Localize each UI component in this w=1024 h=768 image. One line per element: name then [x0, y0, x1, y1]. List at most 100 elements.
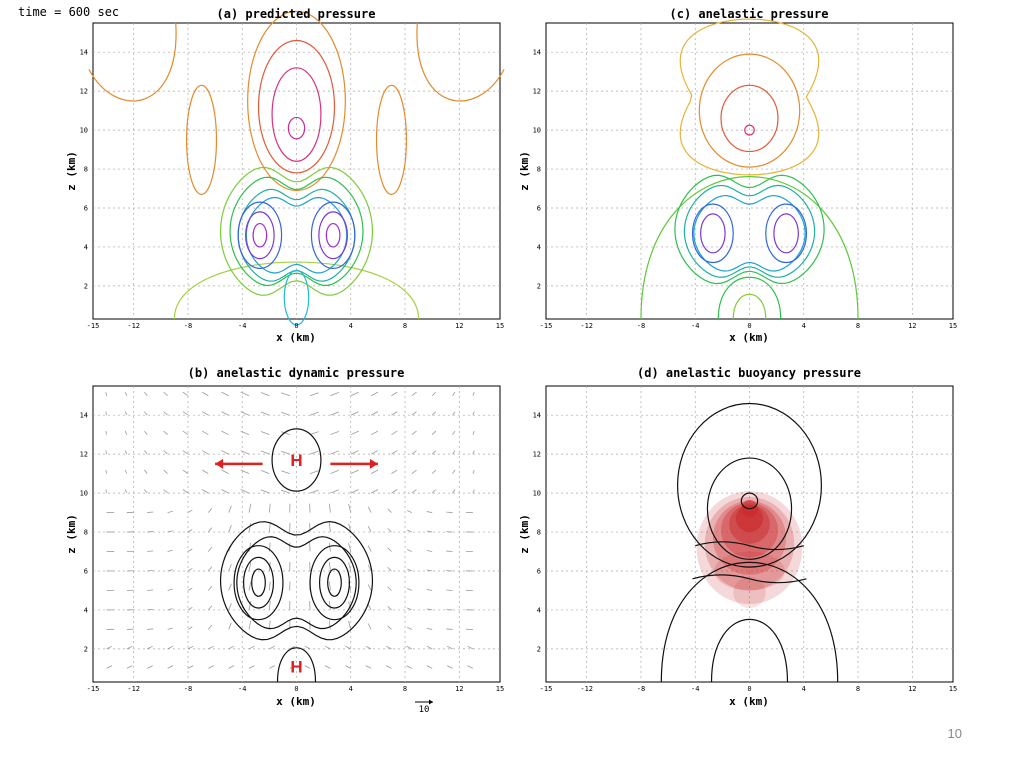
contour-line — [773, 213, 799, 254]
wind-vector — [187, 626, 193, 630]
x-tick-label: 0 — [747, 322, 751, 330]
y-axis-label: z (km) — [65, 151, 78, 191]
wind-vector — [147, 531, 154, 533]
wind-vector — [268, 523, 271, 533]
wind-vector — [452, 430, 456, 435]
contour-line — [287, 116, 306, 140]
grid-lines — [546, 23, 953, 319]
wind-vector — [105, 469, 107, 474]
wind-vector — [105, 450, 107, 455]
wind-vector — [228, 583, 232, 591]
wind-vector — [426, 511, 433, 513]
wind-vector — [201, 489, 209, 494]
wind-vector — [391, 411, 398, 416]
wind-vector — [147, 550, 154, 552]
high-pressure-marker: H — [290, 451, 302, 470]
y-tick-label: 10 — [533, 127, 541, 135]
wind-vector — [147, 645, 153, 650]
wind-vector — [187, 607, 193, 611]
wind-vector — [105, 411, 107, 416]
x-tick-label: 12 — [455, 685, 463, 693]
contour-line — [717, 276, 782, 320]
wind-vector — [187, 509, 193, 513]
tick-labels: -15 -12 -8 -4 0 4 8 12 15 2 4 6 8 10 12 14 — [80, 49, 505, 330]
wind-vector — [268, 503, 271, 513]
x-tick-label: -4 — [238, 685, 246, 693]
wind-vector — [147, 569, 154, 572]
contour-line — [679, 18, 820, 176]
contour-line — [744, 124, 755, 136]
y-tick-label: 10 — [80, 127, 88, 135]
contour-line — [245, 211, 275, 260]
contour-line — [252, 222, 268, 248]
contour-line — [693, 194, 806, 272]
wind-vector — [281, 411, 290, 416]
wind-vector — [248, 620, 252, 630]
wind-vector — [350, 469, 359, 474]
shading-layer — [696, 491, 803, 608]
wind-vector — [208, 527, 213, 533]
wind-vector — [144, 430, 148, 435]
wind-vector — [387, 547, 392, 552]
wind-vector — [187, 587, 193, 591]
contour-line — [318, 211, 348, 260]
x-tick-label: -4 — [691, 322, 699, 330]
wind-vector — [345, 665, 351, 669]
wind-vector — [391, 469, 398, 474]
wind-vector — [248, 523, 252, 533]
wind-vector — [281, 431, 290, 436]
y-tick-label: 8 — [537, 529, 541, 537]
wind-vector — [446, 665, 453, 669]
wind-vector — [345, 645, 351, 650]
wind-vector — [324, 665, 331, 669]
wind-vector — [201, 411, 209, 416]
wind-vector — [407, 588, 412, 591]
y-tick-label: 14 — [80, 412, 88, 420]
wind-vector — [391, 430, 398, 436]
y-tick-label: 12 — [533, 88, 541, 96]
wind-vector — [221, 450, 229, 455]
y-tick-label: 10 — [80, 490, 88, 498]
wind-vector — [269, 665, 275, 669]
y-tick-label: 14 — [533, 49, 541, 57]
wind-vector — [126, 665, 133, 669]
wind-vector — [289, 645, 296, 650]
time-label: time = 600 sec — [18, 5, 119, 19]
wind-vector — [260, 392, 270, 397]
buoyancy-shading — [712, 500, 787, 575]
x-tick-label: 0 — [294, 322, 298, 330]
y-tick-label: 14 — [80, 49, 88, 57]
wind-vector — [367, 525, 372, 533]
wind-vector — [431, 469, 437, 474]
wind-vector — [147, 589, 154, 591]
wind-vector — [268, 600, 271, 610]
x-tick-label: 15 — [496, 322, 504, 330]
wind-vector — [167, 549, 173, 552]
wind-vector — [452, 489, 456, 494]
wind-vector — [348, 523, 352, 533]
y-tick-label: 2 — [84, 645, 88, 653]
wind-vector — [182, 450, 189, 455]
wind-vector — [426, 627, 433, 630]
wind-vector — [182, 411, 189, 416]
wind-vector — [144, 489, 148, 494]
wind-vector — [187, 665, 194, 669]
wind-vector — [167, 665, 174, 669]
wind-vector — [228, 603, 232, 611]
x-tick-label: -15 — [87, 322, 100, 330]
contour-line — [698, 53, 801, 168]
contour-line — [720, 84, 779, 153]
y-tick-label: 4 — [84, 606, 88, 614]
wind-vector — [201, 430, 209, 436]
wind-vector — [407, 549, 412, 552]
wind-vector — [182, 469, 189, 474]
wind-vector — [187, 548, 193, 552]
wind-vector — [431, 489, 437, 494]
wind-vector — [167, 569, 173, 572]
wind-vector — [124, 391, 128, 396]
high-pressure-marker: H — [290, 657, 302, 676]
contour-line — [237, 201, 283, 269]
x-tick-label: 8 — [403, 685, 407, 693]
contour-line — [229, 176, 364, 287]
wind-vector — [309, 411, 319, 416]
